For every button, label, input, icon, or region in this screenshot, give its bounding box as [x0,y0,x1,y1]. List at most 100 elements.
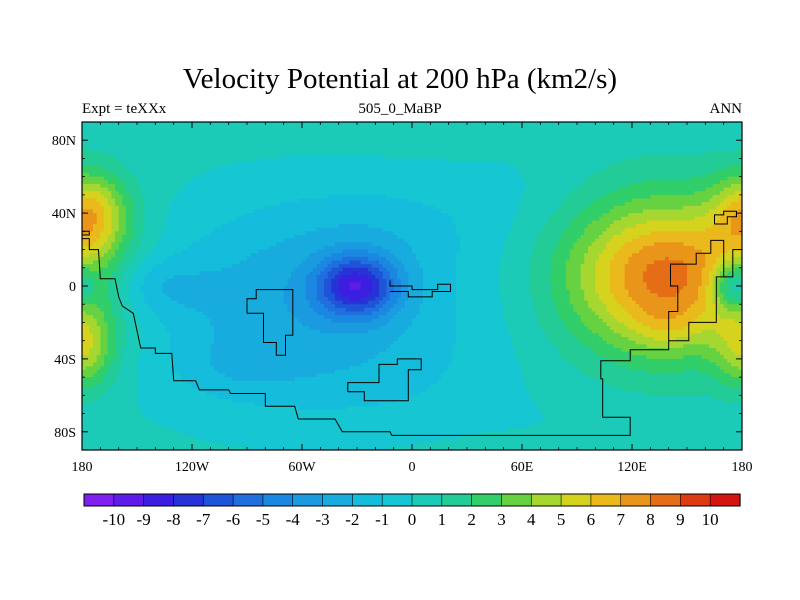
field-cell [170,122,175,127]
field-cell [309,220,314,225]
field-cell [243,143,248,149]
field-cell [617,198,622,203]
field-cell [632,213,637,218]
field-cell [309,202,314,207]
field-cell [353,165,358,170]
field-cell [302,154,307,160]
field-cell [569,165,574,170]
field-cell [628,173,633,178]
field-cell [85,136,90,141]
field-cell [232,209,237,214]
field-cell [206,176,211,181]
field-cell [452,209,457,214]
field-cell [492,213,497,218]
field-cell [727,173,732,178]
field-cell [401,194,406,200]
field-cell [247,158,252,163]
field-cell [148,176,153,181]
field-cell [588,194,593,200]
field-cell [148,151,153,156]
field-cell [613,202,618,207]
field-cell [291,125,296,130]
field-cell [375,202,380,207]
field-cell [426,125,431,130]
field-cell [643,169,648,174]
field-cell [434,176,439,181]
field-cell [232,213,237,218]
field-cell [661,125,666,130]
field-cell [522,143,527,149]
field-cell [118,147,123,152]
field-cell [276,143,281,149]
field-cell [595,209,600,214]
field-cell [309,162,314,167]
field-cell [309,180,314,185]
field-cell [133,216,138,221]
field-cell [357,173,362,178]
field-cell [412,173,417,178]
field-cell [335,151,340,156]
field-cell [96,216,101,221]
field-cell [511,191,516,196]
field-cell [547,162,552,167]
field-cell [698,205,703,211]
field-cell [569,209,574,214]
field-cell [514,180,519,185]
field-cell [639,162,644,167]
field-cell [536,143,541,149]
field-cell [375,176,380,181]
field-cell [346,169,351,174]
field-cell [85,165,90,170]
field-cell [96,205,101,211]
field-cell [738,143,742,149]
field-cell [85,158,90,163]
field-cell [566,122,571,127]
field-cell [181,162,186,167]
field-cell [316,132,321,138]
field-cell [419,165,424,170]
field-cell [635,154,640,160]
field-cell [133,173,138,178]
field-cell [85,143,90,149]
field-cell [489,220,494,225]
field-cell [470,194,475,200]
field-cell [148,162,153,167]
field-cell [357,125,362,130]
field-cell [313,147,318,152]
field-cell [309,194,314,200]
field-cell [558,154,563,160]
field-cell [258,154,263,160]
field-cell [690,158,695,163]
field-cell [126,125,131,130]
field-cell [283,220,288,225]
field-cell [144,143,149,149]
field-cell [210,140,215,145]
field-cell [401,169,406,174]
field-cell [247,147,252,152]
field-cell [470,187,475,192]
field-cell [492,191,497,196]
field-cell [386,205,391,211]
field-cell [122,198,127,203]
field-cell [569,136,574,141]
field-cell [386,162,391,167]
field-cell [250,198,255,203]
field-cell [320,176,325,181]
field-cell [401,140,406,145]
field-cell [239,122,244,127]
field-cell [584,147,589,152]
field-cell [654,132,659,138]
field-cell [588,183,593,189]
field-cell [258,169,263,174]
field-cell [617,147,622,152]
field-cell [434,143,439,149]
field-cell [151,216,156,221]
field-cell [456,173,461,178]
field-cell [463,202,468,207]
field-cell [327,151,332,156]
field-cell [481,198,486,203]
field-cell [441,169,446,174]
field-cell [217,220,222,225]
field-cell [522,176,527,181]
field-cell [712,176,717,181]
